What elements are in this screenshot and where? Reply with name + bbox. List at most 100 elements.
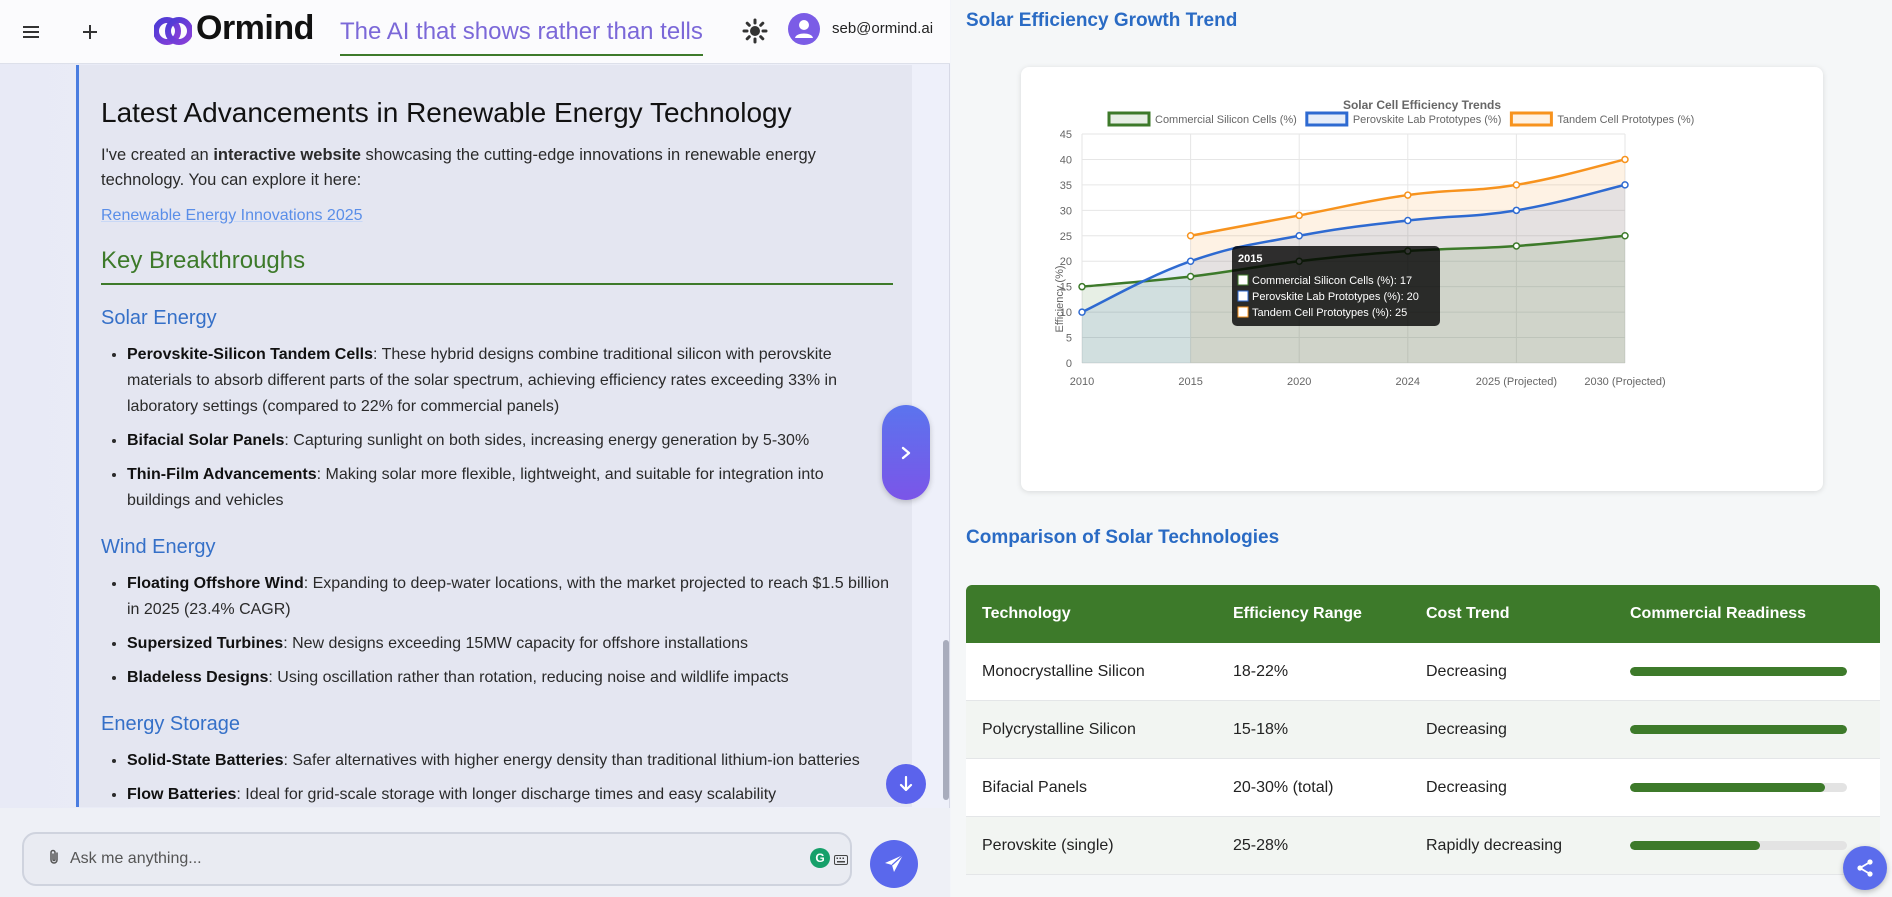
chat-scrollbar[interactable] [943, 640, 949, 800]
data-point [1512, 206, 1521, 215]
cell-technology: Bifacial Panels [982, 778, 1087, 796]
message-intro: I've created an interactive website show… [101, 143, 890, 193]
brand-name: Ormind [196, 9, 314, 47]
y-tick-label: 45 [1060, 129, 1072, 141]
tooltip-line: Tandem Cell Prototypes (%): 25 [1252, 307, 1407, 319]
legend-swatch [1509, 111, 1553, 127]
item-text: : Capturing sunlight on both sides, incr… [284, 432, 810, 449]
tooltip-line: Commercial Silicon Cells (%): 17 [1252, 275, 1412, 287]
column-header: Technology [982, 605, 1071, 622]
intro-text-2: showcasing the cutting-edge innovations … [101, 146, 816, 189]
legend-label: Perovskite Lab Prototypes (%) [1353, 114, 1502, 126]
table-row: Monocrystalline Silicon 18-22% Decreasin… [966, 643, 1880, 701]
column-header: Commercial Readiness [1630, 605, 1807, 622]
chevron-right-icon [901, 446, 911, 459]
data-point [1078, 308, 1086, 316]
item-text: : New designs exceeding 15MW capacity fo… [283, 635, 749, 652]
tooltip-box [1232, 246, 1440, 326]
readiness-bar [1630, 841, 1761, 850]
list-item: Bladeless Designs: Using oscillation rat… [127, 665, 890, 691]
cell-efficiency: 25-28% [1233, 836, 1289, 854]
cell-readiness [1630, 841, 1880, 850]
legend-label: Tandem Cell Prototypes (%) [1557, 114, 1694, 126]
website-link[interactable]: Renewable Energy Innovations 2025 [101, 207, 363, 224]
list-item: Bifacial Solar Panels: Capturing sunligh… [127, 428, 890, 454]
x-tick-label: 2020 [1287, 376, 1311, 388]
legend-label: Commercial Silicon Cells (%) [1155, 114, 1297, 126]
theme-toggle-icon[interactable] [740, 16, 770, 46]
cell-cost-trend: Decreasing [1426, 720, 1507, 738]
user-avatar[interactable] [788, 13, 820, 45]
item-text: : Using oscillation rather than rotation… [268, 669, 789, 686]
data-point [1621, 232, 1629, 240]
data-point [1512, 181, 1521, 189]
item-term: Supersized Turbines [127, 635, 284, 652]
x-tick-label: 2015 [1178, 376, 1202, 388]
keyboard-icon[interactable] [834, 854, 848, 868]
scroll-down-button[interactable] [886, 764, 926, 804]
item-term: Flow Batteries [127, 786, 237, 803]
list-item: Solid-State Batteries: Safer alternative… [127, 748, 890, 774]
chart-points [1078, 155, 1629, 316]
readiness-bar-track [1630, 783, 1847, 792]
share-button[interactable] [1843, 846, 1887, 890]
grammarly-icon[interactable]: G [810, 848, 830, 868]
composer-box: G [22, 832, 852, 886]
item-text: : These hybrid designs combine tradition… [127, 346, 838, 415]
cell-readiness [1630, 667, 1880, 676]
menu-icon[interactable] [15, 16, 47, 48]
readiness-bar-track [1630, 667, 1847, 676]
y-tick-label: 10 [1060, 307, 1072, 319]
intro-text-1: I've created an [101, 146, 214, 164]
item-text: : Safer alternatives with higher energy … [283, 752, 860, 769]
wind-list: Floating Offshore Wind: Expanding to dee… [127, 571, 890, 691]
storage-list: Solid-State Batteries: Safer alternative… [127, 748, 890, 807]
series-line [1081, 183, 1626, 314]
chat-input[interactable] [70, 846, 770, 872]
readiness-bar [1630, 783, 1826, 792]
readiness-bar-track [1630, 725, 1847, 734]
open-preview-button[interactable] [882, 405, 930, 500]
chart-y-axis-label: Efficiency (%) [1054, 265, 1066, 332]
cell-readiness [1630, 783, 1880, 792]
item-term: Thin-Film Advancements [127, 466, 317, 483]
trend-heading: Solar Efficiency Growth Trend [966, 10, 1238, 31]
table-header: Technology Efficiency Range Cost Trend C… [966, 585, 1880, 643]
item-term: Solid-State Batteries [127, 752, 284, 769]
item-term: Perovskite-Silicon Tandem Cells [127, 346, 374, 363]
preview-pane: Solar Efficiency Growth Trend Solar Cell… [951, 0, 1892, 897]
chart-legend: Commercial Silicon Cells (%) Perovskite L… [1107, 111, 1694, 127]
key-breakthroughs-heading: Key Breakthroughs [101, 247, 893, 285]
readiness-bar [1630, 725, 1847, 734]
data-point [1621, 181, 1629, 189]
share-icon [1857, 859, 1873, 877]
item-term: Bifacial Solar Panels [127, 432, 285, 449]
y-tick-label: 40 [1060, 154, 1072, 166]
table-row: Polycrystalline Silicon 15-18% Decreasin… [966, 701, 1880, 759]
user-email[interactable]: seb@ormind.ai [832, 20, 934, 37]
list-item: Floating Offshore Wind: Expanding to dee… [127, 571, 890, 623]
cell-cost-trend: Decreasing [1426, 778, 1507, 796]
x-tick-label: 2010 [1070, 376, 1094, 388]
readiness-bar-track [1630, 841, 1847, 850]
y-tick-label: 35 [1060, 180, 1072, 192]
ormind-logo-icon [154, 17, 192, 45]
table-row: Perovskite (single) 25-28% Rapidly decre… [966, 817, 1880, 875]
new-chat-plus-icon[interactable] [74, 16, 106, 48]
y-tick-label: 25 [1060, 231, 1072, 243]
item-text: : Expanding to deep-water locations, wit… [127, 575, 889, 618]
data-point [1404, 191, 1412, 199]
tooltip-swatch [1237, 306, 1249, 318]
arrow-down-icon [899, 776, 913, 792]
cell-efficiency: 15-18% [1233, 720, 1289, 738]
tooltip-swatch [1237, 274, 1249, 286]
attach-icon[interactable] [48, 849, 60, 870]
cell-efficiency: 20-30% (total) [1233, 778, 1334, 796]
data-point [1186, 257, 1195, 265]
chat-pane: Ormind The AI that shows rather than tel… [0, 0, 950, 897]
data-point [1078, 282, 1086, 291]
send-button[interactable] [870, 840, 918, 888]
send-icon [885, 854, 904, 872]
data-point [1186, 232, 1195, 240]
